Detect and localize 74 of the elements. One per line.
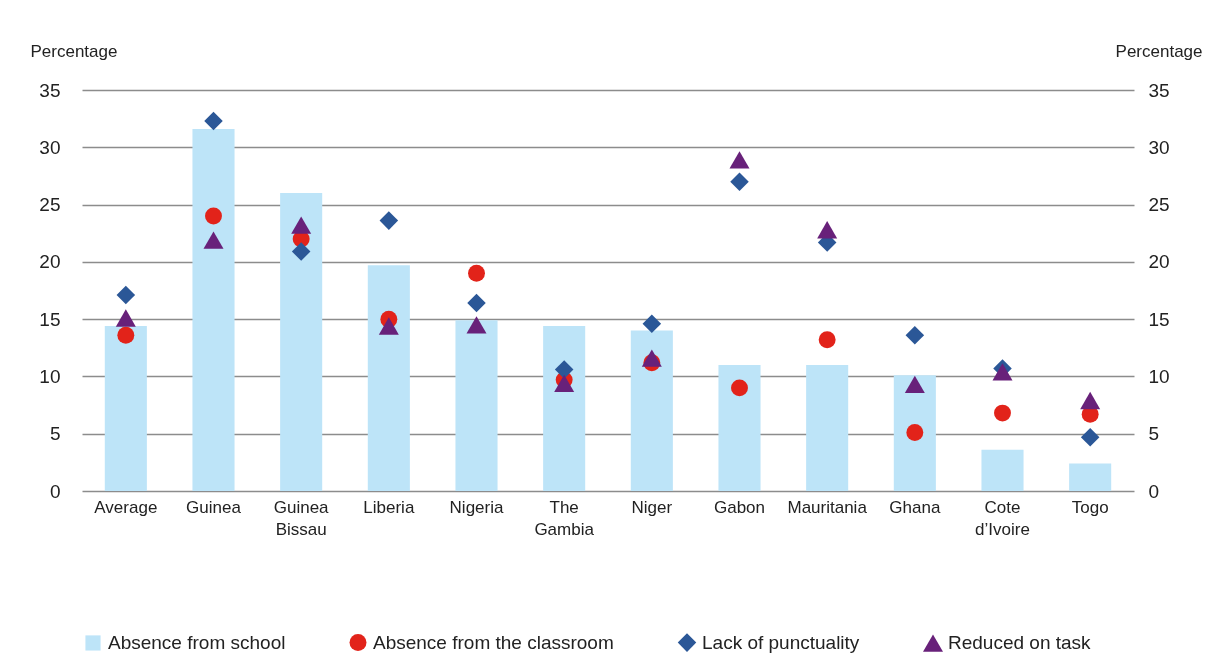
y-tick-label: 35 xyxy=(39,79,61,101)
point xyxy=(205,207,222,225)
point xyxy=(729,151,750,169)
point xyxy=(117,326,135,344)
bar xyxy=(104,326,147,491)
y2-tick-label: 0 xyxy=(1148,480,1160,502)
x-tick-label: Gabon xyxy=(713,497,766,517)
y2-tick-label: 30 xyxy=(1148,136,1170,158)
point xyxy=(291,216,312,234)
x-tick-label: Liberia xyxy=(363,497,415,517)
x-tick-label: Togo xyxy=(1071,497,1109,517)
point xyxy=(204,111,223,131)
x-tick-label: Mauritania xyxy=(787,497,868,517)
legend-label: Reduced on task xyxy=(948,632,1092,654)
x-tick-label: The Gambia xyxy=(534,497,595,539)
bar xyxy=(893,375,936,491)
y-tick-label: 30 xyxy=(39,136,61,158)
bar xyxy=(806,364,849,491)
point xyxy=(642,314,662,333)
point xyxy=(904,375,925,394)
x-tick-label: Ghana xyxy=(889,497,941,517)
point xyxy=(817,221,838,239)
point xyxy=(116,285,136,305)
y2-tick-label: 10 xyxy=(1148,365,1170,387)
point xyxy=(730,172,749,191)
point xyxy=(905,325,925,345)
point xyxy=(467,293,486,313)
bar xyxy=(455,320,498,491)
y-tick-label: 25 xyxy=(39,194,61,216)
x-tick-label: Cote d’Ivoire xyxy=(975,497,1030,539)
point xyxy=(731,379,748,397)
bar xyxy=(1069,463,1112,491)
legend-label: Absence from school xyxy=(108,631,286,653)
point xyxy=(1080,391,1101,410)
point xyxy=(818,331,836,349)
y2-tick-label: 20 xyxy=(1148,251,1170,273)
bar xyxy=(630,330,673,491)
point xyxy=(906,424,924,442)
y-axis-title: Percentage xyxy=(30,41,118,61)
point xyxy=(468,264,485,282)
point xyxy=(992,363,1013,381)
y2-axis-title: Percentage xyxy=(1115,41,1203,61)
y-tick-label: 15 xyxy=(39,308,61,330)
x-tick-label: Guinea Bissau xyxy=(273,497,330,539)
y-tick-label: 0 xyxy=(49,480,61,502)
y-tick-label: 20 xyxy=(39,251,61,273)
y-tick-label: 10 xyxy=(39,365,61,387)
bar xyxy=(280,193,323,491)
bar xyxy=(718,364,761,491)
point xyxy=(641,349,662,367)
y2-tick-label: 15 xyxy=(1148,308,1170,330)
point xyxy=(203,231,224,249)
bar xyxy=(367,265,410,491)
point xyxy=(994,404,1011,422)
point xyxy=(115,309,136,327)
point xyxy=(466,316,487,334)
bar xyxy=(543,326,586,491)
y2-tick-label: 35 xyxy=(1148,79,1170,101)
y2-tick-label: 5 xyxy=(1148,423,1160,445)
x-tick-label: Guinea xyxy=(186,497,242,517)
bar xyxy=(192,128,235,491)
x-tick-label: Niger xyxy=(631,497,673,517)
point xyxy=(379,211,399,230)
point xyxy=(1080,427,1100,447)
y-tick-label: 5 xyxy=(49,423,61,445)
point xyxy=(378,317,399,335)
point xyxy=(291,242,311,261)
y2-tick-label: 25 xyxy=(1148,194,1170,216)
x-tick-label: Average xyxy=(94,497,158,517)
x-tick-label: Nigeria xyxy=(449,497,504,517)
point xyxy=(554,360,574,379)
legend-label: Absence from the classroom xyxy=(373,631,614,653)
legend-label: Lack of punctuality xyxy=(702,631,860,653)
bar xyxy=(981,449,1024,491)
